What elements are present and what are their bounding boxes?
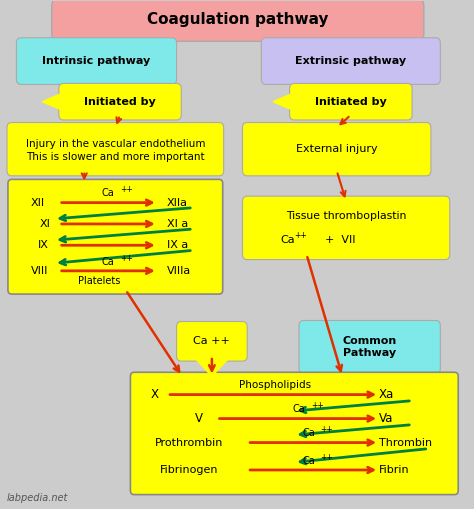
FancyBboxPatch shape [52,0,424,41]
FancyBboxPatch shape [299,321,440,374]
Text: XII: XII [30,197,45,208]
Text: Fibrin: Fibrin [379,465,410,475]
Text: ++: ++ [120,185,133,194]
Text: Extrinsic pathway: Extrinsic pathway [295,56,406,66]
Text: V: V [195,412,203,425]
Polygon shape [351,369,389,389]
FancyBboxPatch shape [8,179,223,294]
Text: VIIIa: VIIIa [167,266,191,276]
Text: Ca ++: Ca ++ [193,336,230,346]
Text: Injury in the vascular endothelium: Injury in the vascular endothelium [26,139,205,149]
Text: Initiated by: Initiated by [84,97,156,107]
Text: This is slower and more important: This is slower and more important [26,152,205,162]
FancyBboxPatch shape [17,38,176,84]
Polygon shape [42,93,64,111]
Text: Platelets: Platelets [78,276,120,286]
Text: labpedia.net: labpedia.net [7,493,68,503]
Text: Phospholipids: Phospholipids [239,380,311,390]
Text: +  VII: + VII [318,235,356,245]
Text: X: X [151,388,159,401]
Polygon shape [193,356,231,376]
Text: Intrinsic pathway: Intrinsic pathway [42,56,151,66]
Text: ++: ++ [311,402,324,410]
Text: Ca: Ca [102,188,115,199]
FancyBboxPatch shape [130,372,458,495]
FancyBboxPatch shape [243,196,450,260]
Polygon shape [273,93,294,111]
Text: Ca: Ca [302,456,315,466]
Text: XI a: XI a [167,219,188,229]
Text: Ca: Ca [292,405,305,414]
Polygon shape [324,79,361,102]
Text: Tissue thromboplastin: Tissue thromboplastin [286,211,406,221]
Text: XI: XI [40,219,51,229]
Text: Ca: Ca [302,429,315,438]
Text: VIII: VIII [30,266,48,276]
Text: Xa: Xa [379,388,394,401]
Polygon shape [85,79,123,102]
FancyBboxPatch shape [261,38,440,84]
Text: Common
Pathway: Common Pathway [343,336,397,358]
Text: IX: IX [37,240,48,250]
Text: Thrombin: Thrombin [379,438,432,447]
FancyBboxPatch shape [7,123,224,176]
Text: Ca: Ca [280,235,295,245]
Text: ++: ++ [320,453,333,462]
Text: XIIa: XIIa [167,197,188,208]
Text: Va: Va [379,412,393,425]
Text: Ca: Ca [102,257,115,267]
FancyBboxPatch shape [176,322,247,361]
Text: Fibrinogen: Fibrinogen [160,465,219,475]
FancyBboxPatch shape [290,83,412,120]
Text: Coagulation pathway: Coagulation pathway [147,12,328,27]
Text: Initiated by: Initiated by [315,97,387,107]
Text: ++: ++ [120,253,133,263]
FancyBboxPatch shape [243,123,431,176]
Text: ++: ++ [320,426,333,434]
Text: External injury: External injury [296,144,377,154]
Text: Prothrombin: Prothrombin [155,438,224,447]
FancyBboxPatch shape [59,83,181,120]
Text: IX a: IX a [167,240,188,250]
Text: ++: ++ [294,231,307,240]
